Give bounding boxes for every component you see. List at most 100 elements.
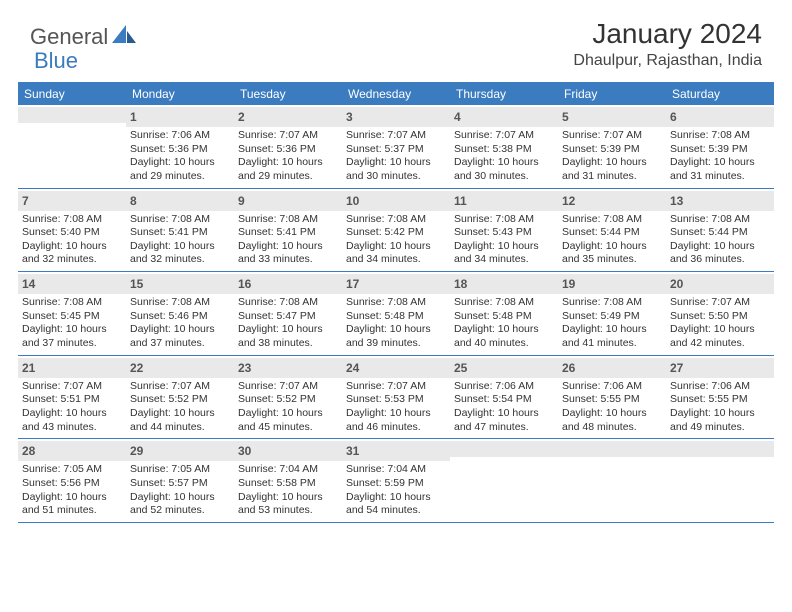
sunrise-line: Sunrise: 7:04 AM <box>238 463 338 477</box>
day-cell: 19Sunrise: 7:08 AMSunset: 5:49 PMDayligh… <box>558 272 666 355</box>
day-cell: 1Sunrise: 7:06 AMSunset: 5:36 PMDaylight… <box>126 105 234 188</box>
sunset-line: Sunset: 5:38 PM <box>454 143 554 157</box>
day-header: Tuesday <box>234 83 342 105</box>
day-cell: 20Sunrise: 7:07 AMSunset: 5:50 PMDayligh… <box>666 272 774 355</box>
day-cell: 29Sunrise: 7:05 AMSunset: 5:57 PMDayligh… <box>126 439 234 522</box>
day-num-row: 14 <box>18 274 126 294</box>
day-num: 11 <box>454 194 467 208</box>
daylight-line: Daylight: 10 hours and 38 minutes. <box>238 323 338 350</box>
day-details: Sunrise: 7:08 AMSunset: 5:39 PMDaylight:… <box>670 129 770 184</box>
title-block: January 2024 Dhaulpur, Rajasthan, India <box>573 18 762 70</box>
sunrise-line: Sunrise: 7:08 AM <box>22 296 122 310</box>
day-cell <box>450 439 558 522</box>
day-details: Sunrise: 7:08 AMSunset: 5:49 PMDaylight:… <box>562 296 662 351</box>
day-details: Sunrise: 7:08 AMSunset: 5:47 PMDaylight:… <box>238 296 338 351</box>
day-num: 20 <box>670 277 683 291</box>
day-details: Sunrise: 7:08 AMSunset: 5:41 PMDaylight:… <box>238 213 338 268</box>
week-row: 28Sunrise: 7:05 AMSunset: 5:56 PMDayligh… <box>18 439 774 523</box>
day-num-row: 15 <box>126 274 234 294</box>
day-num-row: 29 <box>126 441 234 461</box>
sunset-line: Sunset: 5:51 PM <box>22 393 122 407</box>
day-cell: 22Sunrise: 7:07 AMSunset: 5:52 PMDayligh… <box>126 356 234 439</box>
sunrise-line: Sunrise: 7:08 AM <box>670 129 770 143</box>
sunset-line: Sunset: 5:40 PM <box>22 226 122 240</box>
daylight-line: Daylight: 10 hours and 48 minutes. <box>562 407 662 434</box>
day-num: 27 <box>670 361 683 375</box>
daylight-line: Daylight: 10 hours and 30 minutes. <box>346 156 446 183</box>
sunset-line: Sunset: 5:58 PM <box>238 477 338 491</box>
day-cell: 21Sunrise: 7:07 AMSunset: 5:51 PMDayligh… <box>18 356 126 439</box>
day-cell: 6Sunrise: 7:08 AMSunset: 5:39 PMDaylight… <box>666 105 774 188</box>
day-cell: 10Sunrise: 7:08 AMSunset: 5:42 PMDayligh… <box>342 189 450 272</box>
sunset-line: Sunset: 5:41 PM <box>130 226 230 240</box>
sunrise-line: Sunrise: 7:08 AM <box>130 213 230 227</box>
sunset-line: Sunset: 5:43 PM <box>454 226 554 240</box>
sunset-line: Sunset: 5:36 PM <box>238 143 338 157</box>
sunset-line: Sunset: 5:44 PM <box>670 226 770 240</box>
daylight-line: Daylight: 10 hours and 36 minutes. <box>670 240 770 267</box>
day-num-blank <box>450 441 558 457</box>
day-details: Sunrise: 7:08 AMSunset: 5:41 PMDaylight:… <box>130 213 230 268</box>
sunrise-line: Sunrise: 7:08 AM <box>454 296 554 310</box>
day-num: 2 <box>238 110 245 124</box>
weeks-container: 1Sunrise: 7:06 AMSunset: 5:36 PMDaylight… <box>18 105 774 523</box>
day-num: 24 <box>346 361 359 375</box>
logo: General <box>30 24 136 50</box>
daylight-line: Daylight: 10 hours and 29 minutes. <box>238 156 338 183</box>
day-header: Thursday <box>450 83 558 105</box>
sunrise-line: Sunrise: 7:08 AM <box>22 213 122 227</box>
day-num-row: 28 <box>18 441 126 461</box>
day-details: Sunrise: 7:05 AMSunset: 5:56 PMDaylight:… <box>22 463 122 518</box>
daylight-line: Daylight: 10 hours and 54 minutes. <box>346 491 446 518</box>
day-num-row: 13 <box>666 191 774 211</box>
day-details: Sunrise: 7:08 AMSunset: 5:45 PMDaylight:… <box>22 296 122 351</box>
day-cell: 7 Sunrise: 7:08 AMSunset: 5:40 PMDaylight… <box>18 189 126 272</box>
day-cell: 23Sunrise: 7:07 AMSunset: 5:52 PMDayligh… <box>234 356 342 439</box>
location-text: Dhaulpur, Rajasthan, India <box>573 52 762 70</box>
day-cell: 17 Sunrise: 7:08 AMSunset: 5:48 PMDayligh… <box>342 272 450 355</box>
day-num-row: 31 <box>342 441 450 461</box>
day-details: Sunrise: 7:06 AMSunset: 5:55 PMDaylight:… <box>562 380 662 435</box>
sunrise-line: Sunrise: 7:08 AM <box>562 213 662 227</box>
day-details: Sunrise: 7:08 AMSunset: 5:46 PMDaylight:… <box>130 296 230 351</box>
daylight-line: Daylight: 10 hours and 39 minutes. <box>346 323 446 350</box>
day-details: Sunrise: 7:07 AMSunset: 5:53 PMDaylight:… <box>346 380 446 435</box>
day-num: 3 <box>346 110 353 124</box>
sunrise-line: Sunrise: 7:05 AM <box>130 463 230 477</box>
day-header: Saturday <box>666 83 774 105</box>
sunrise-line: Sunrise: 7:07 AM <box>130 380 230 394</box>
day-header-row: SundayMondayTuesdayWednesdayThursdayFrid… <box>18 83 774 105</box>
sunset-line: Sunset: 5:42 PM <box>346 226 446 240</box>
daylight-line: Daylight: 10 hours and 52 minutes. <box>130 491 230 518</box>
day-details: Sunrise: 7:07 AMSunset: 5:52 PMDaylight:… <box>238 380 338 435</box>
sunset-line: Sunset: 5:45 PM <box>22 310 122 324</box>
sunrise-line: Sunrise: 7:06 AM <box>130 129 230 143</box>
sunset-line: Sunset: 5:47 PM <box>238 310 338 324</box>
sunset-line: Sunset: 5:46 PM <box>130 310 230 324</box>
day-num: 7 <box>22 194 29 208</box>
sunrise-line: Sunrise: 7:08 AM <box>670 213 770 227</box>
sunrise-line: Sunrise: 7:07 AM <box>22 380 122 394</box>
sunset-line: Sunset: 5:59 PM <box>346 477 446 491</box>
daylight-line: Daylight: 10 hours and 43 minutes. <box>22 407 122 434</box>
daylight-line: Daylight: 10 hours and 32 minutes. <box>22 240 122 267</box>
daylight-line: Daylight: 10 hours and 37 minutes. <box>130 323 230 350</box>
sunrise-line: Sunrise: 7:08 AM <box>238 213 338 227</box>
day-num: 14 <box>22 277 35 291</box>
day-cell: 4Sunrise: 7:07 AMSunset: 5:38 PMDaylight… <box>450 105 558 188</box>
sunset-line: Sunset: 5:44 PM <box>562 226 662 240</box>
day-details: Sunrise: 7:07 AMSunset: 5:52 PMDaylight:… <box>130 380 230 435</box>
daylight-line: Daylight: 10 hours and 34 minutes. <box>454 240 554 267</box>
day-header: Monday <box>126 83 234 105</box>
day-num: 17 <box>346 277 359 291</box>
day-num-row: 4 <box>450 107 558 127</box>
day-details: Sunrise: 7:07 AMSunset: 5:36 PMDaylight:… <box>238 129 338 184</box>
daylight-line: Daylight: 10 hours and 35 minutes. <box>562 240 662 267</box>
day-num: 1 <box>130 110 137 124</box>
day-num-row: 30 <box>234 441 342 461</box>
day-cell <box>558 439 666 522</box>
day-num-row: 5 <box>558 107 666 127</box>
day-details: Sunrise: 7:08 AMSunset: 5:48 PMDaylight:… <box>346 296 446 351</box>
sunrise-line: Sunrise: 7:07 AM <box>562 129 662 143</box>
sunrise-line: Sunrise: 7:06 AM <box>562 380 662 394</box>
